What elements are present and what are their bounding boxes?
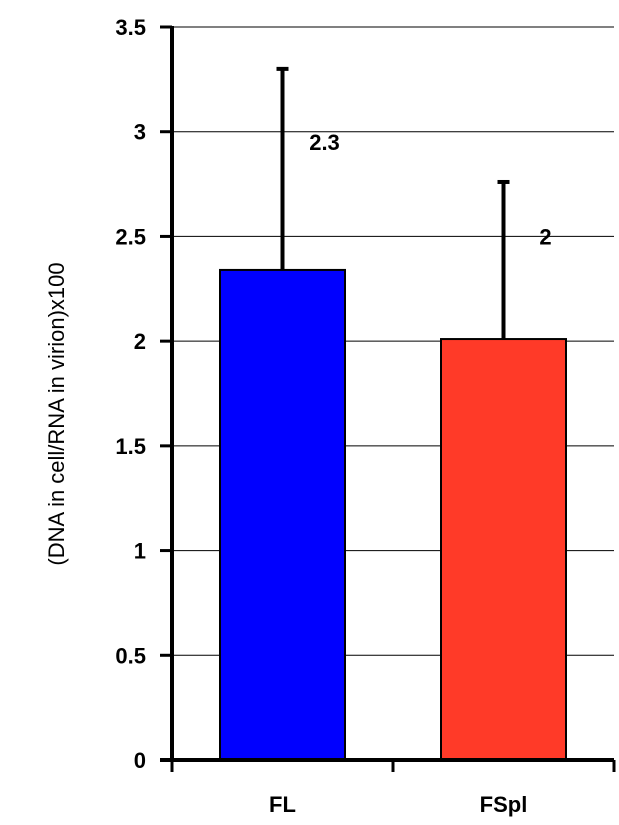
x-tick-labels: FL FSpl	[269, 792, 527, 817]
y-tick-label: 3	[134, 120, 146, 145]
y-axis-label: (DNA in cell/RNA in virion)x100	[44, 262, 69, 565]
x-tick-label: FL	[269, 792, 296, 817]
y-tick-labels: 0 0.5 1 1.5 2 2.5 3 3.5	[115, 15, 146, 773]
y-tick-label: 0.5	[115, 643, 146, 668]
axes	[160, 25, 616, 772]
y-tick-label: 0	[134, 748, 146, 773]
y-tick-label: 3.5	[115, 15, 146, 40]
y-tick-label: 1.5	[115, 434, 146, 459]
x-tick-label: FSpl	[480, 792, 528, 817]
data-labels: 2.32	[309, 130, 551, 249]
data-label: 2.3	[309, 130, 340, 155]
bar-fspl	[440, 338, 567, 761]
error-bars	[276, 66, 510, 340]
bars	[219, 268, 567, 761]
data-label: 2	[539, 224, 551, 249]
y-tick-label: 1	[134, 539, 146, 564]
y-tick-label: 2	[134, 329, 146, 354]
y-tick-label: 2.5	[115, 224, 146, 249]
bar-fl	[219, 268, 346, 761]
